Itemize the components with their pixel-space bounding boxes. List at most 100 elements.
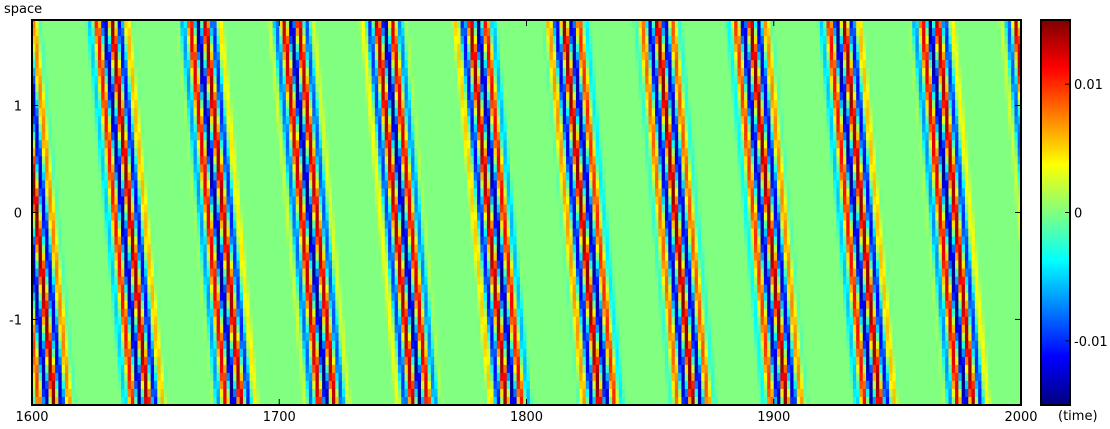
heatmap-cell	[635, 36, 640, 45]
heatmap-cell	[938, 76, 943, 85]
heatmap-cell	[282, 52, 287, 61]
heatmap-cell	[84, 84, 89, 93]
heatmap-cell	[318, 68, 323, 77]
heatmap-cell	[246, 76, 251, 85]
heatmap-cell	[295, 60, 300, 69]
heatmap-cell	[500, 76, 505, 85]
heatmap-cell	[869, 84, 874, 93]
heatmap-cell	[64, 36, 69, 45]
heatmap-cell	[1014, 76, 1019, 85]
heatmap-cell	[757, 28, 762, 37]
heatmap-cell	[664, 36, 669, 45]
heatmap-cell	[308, 92, 313, 101]
heatmap-cell	[177, 44, 181, 53]
heatmap-cell	[711, 92, 716, 101]
heatmap-cell	[915, 60, 920, 69]
heatmap-cell	[358, 36, 363, 45]
heatmap-cell	[813, 84, 818, 93]
heatmap-cell	[41, 36, 46, 45]
heatmap-cell	[421, 44, 425, 53]
heatmap-cell	[582, 60, 587, 69]
heatmap-cell	[285, 52, 290, 61]
heatmap-cell	[262, 92, 267, 101]
heatmap-cell	[506, 68, 511, 77]
heatmap-cell	[493, 100, 498, 109]
heatmap-cell	[200, 84, 205, 93]
heatmap-cell	[875, 28, 880, 37]
heatmap-cell	[922, 76, 926, 85]
heatmap-cell	[572, 20, 577, 29]
heatmap-cell	[127, 20, 132, 29]
heatmap-cell	[407, 52, 412, 61]
heatmap-cell	[866, 52, 870, 61]
heatmap-cell	[895, 92, 900, 101]
heatmap-cell	[615, 76, 620, 85]
heatmap-cell	[480, 60, 485, 69]
heatmap-cell	[918, 36, 923, 45]
heatmap-cell	[180, 100, 185, 109]
heatmap-cell	[882, 44, 887, 53]
heatmap-cell	[246, 84, 251, 93]
heatmap-cell	[153, 20, 158, 29]
heatmap-cell	[361, 28, 366, 37]
heatmap-cell	[753, 20, 758, 29]
heatmap-cell	[510, 92, 514, 101]
heatmap-cell	[612, 100, 617, 109]
heatmap-cell	[905, 92, 910, 101]
heatmap-cell	[97, 44, 102, 53]
heatmap-cell	[74, 20, 79, 29]
heatmap-cell	[437, 36, 442, 45]
heatmap-cell	[951, 68, 956, 77]
heatmap-cell	[407, 76, 412, 85]
heatmap-cell	[318, 76, 323, 85]
heatmap-cell	[602, 92, 607, 101]
heatmap-cell	[167, 76, 172, 85]
heatmap-cell	[569, 100, 574, 109]
heatmap-cell	[302, 60, 307, 69]
heatmap-cell	[833, 44, 837, 53]
heatmap-cell	[101, 20, 106, 29]
heatmap-cell	[45, 84, 50, 93]
heatmap-cell	[147, 28, 152, 37]
heatmap-cell	[674, 20, 679, 29]
heatmap-cell	[701, 84, 706, 93]
heatmap-cell	[249, 52, 254, 61]
heatmap-cell	[216, 52, 221, 61]
heatmap-cell	[648, 92, 653, 101]
heatmap-cell	[269, 52, 274, 61]
heatmap-cell	[526, 68, 531, 77]
heatmap-cell	[674, 36, 679, 45]
heatmap-cell	[335, 52, 340, 61]
heatmap-cell	[671, 92, 676, 101]
heatmap-cell	[259, 36, 264, 45]
heatmap-cell	[856, 28, 861, 37]
heatmap-cell	[757, 52, 762, 61]
heatmap-cell	[681, 28, 686, 37]
heatmap-cell	[453, 52, 458, 61]
heatmap-cell	[575, 28, 580, 37]
heatmap-cell	[556, 28, 561, 37]
heatmap-cell	[931, 92, 936, 101]
heatmap-cell	[78, 60, 83, 69]
heatmap-cell	[193, 84, 198, 93]
heatmap-cell	[269, 84, 274, 93]
heatmap-cell	[137, 28, 142, 37]
heatmap-cell	[394, 20, 399, 29]
heatmap-cell	[460, 20, 465, 29]
heatmap-cell	[542, 84, 547, 93]
heatmap-cell	[381, 52, 386, 61]
heatmap-cell	[467, 52, 472, 61]
heatmap-cell	[266, 100, 270, 109]
heatmap-cell	[955, 76, 959, 85]
heatmap-cell	[170, 20, 175, 29]
heatmap-cell	[948, 60, 953, 69]
heatmap-cell	[968, 20, 973, 29]
heatmap-cell	[889, 68, 894, 77]
heatmap-cell	[668, 28, 673, 37]
heatmap-cell	[157, 44, 162, 53]
heatmap-cell	[810, 92, 814, 101]
heatmap-cell	[335, 28, 340, 37]
heatmap-cell	[559, 28, 564, 37]
heatmap-cell	[661, 68, 666, 77]
heatmap-cell	[978, 44, 983, 53]
